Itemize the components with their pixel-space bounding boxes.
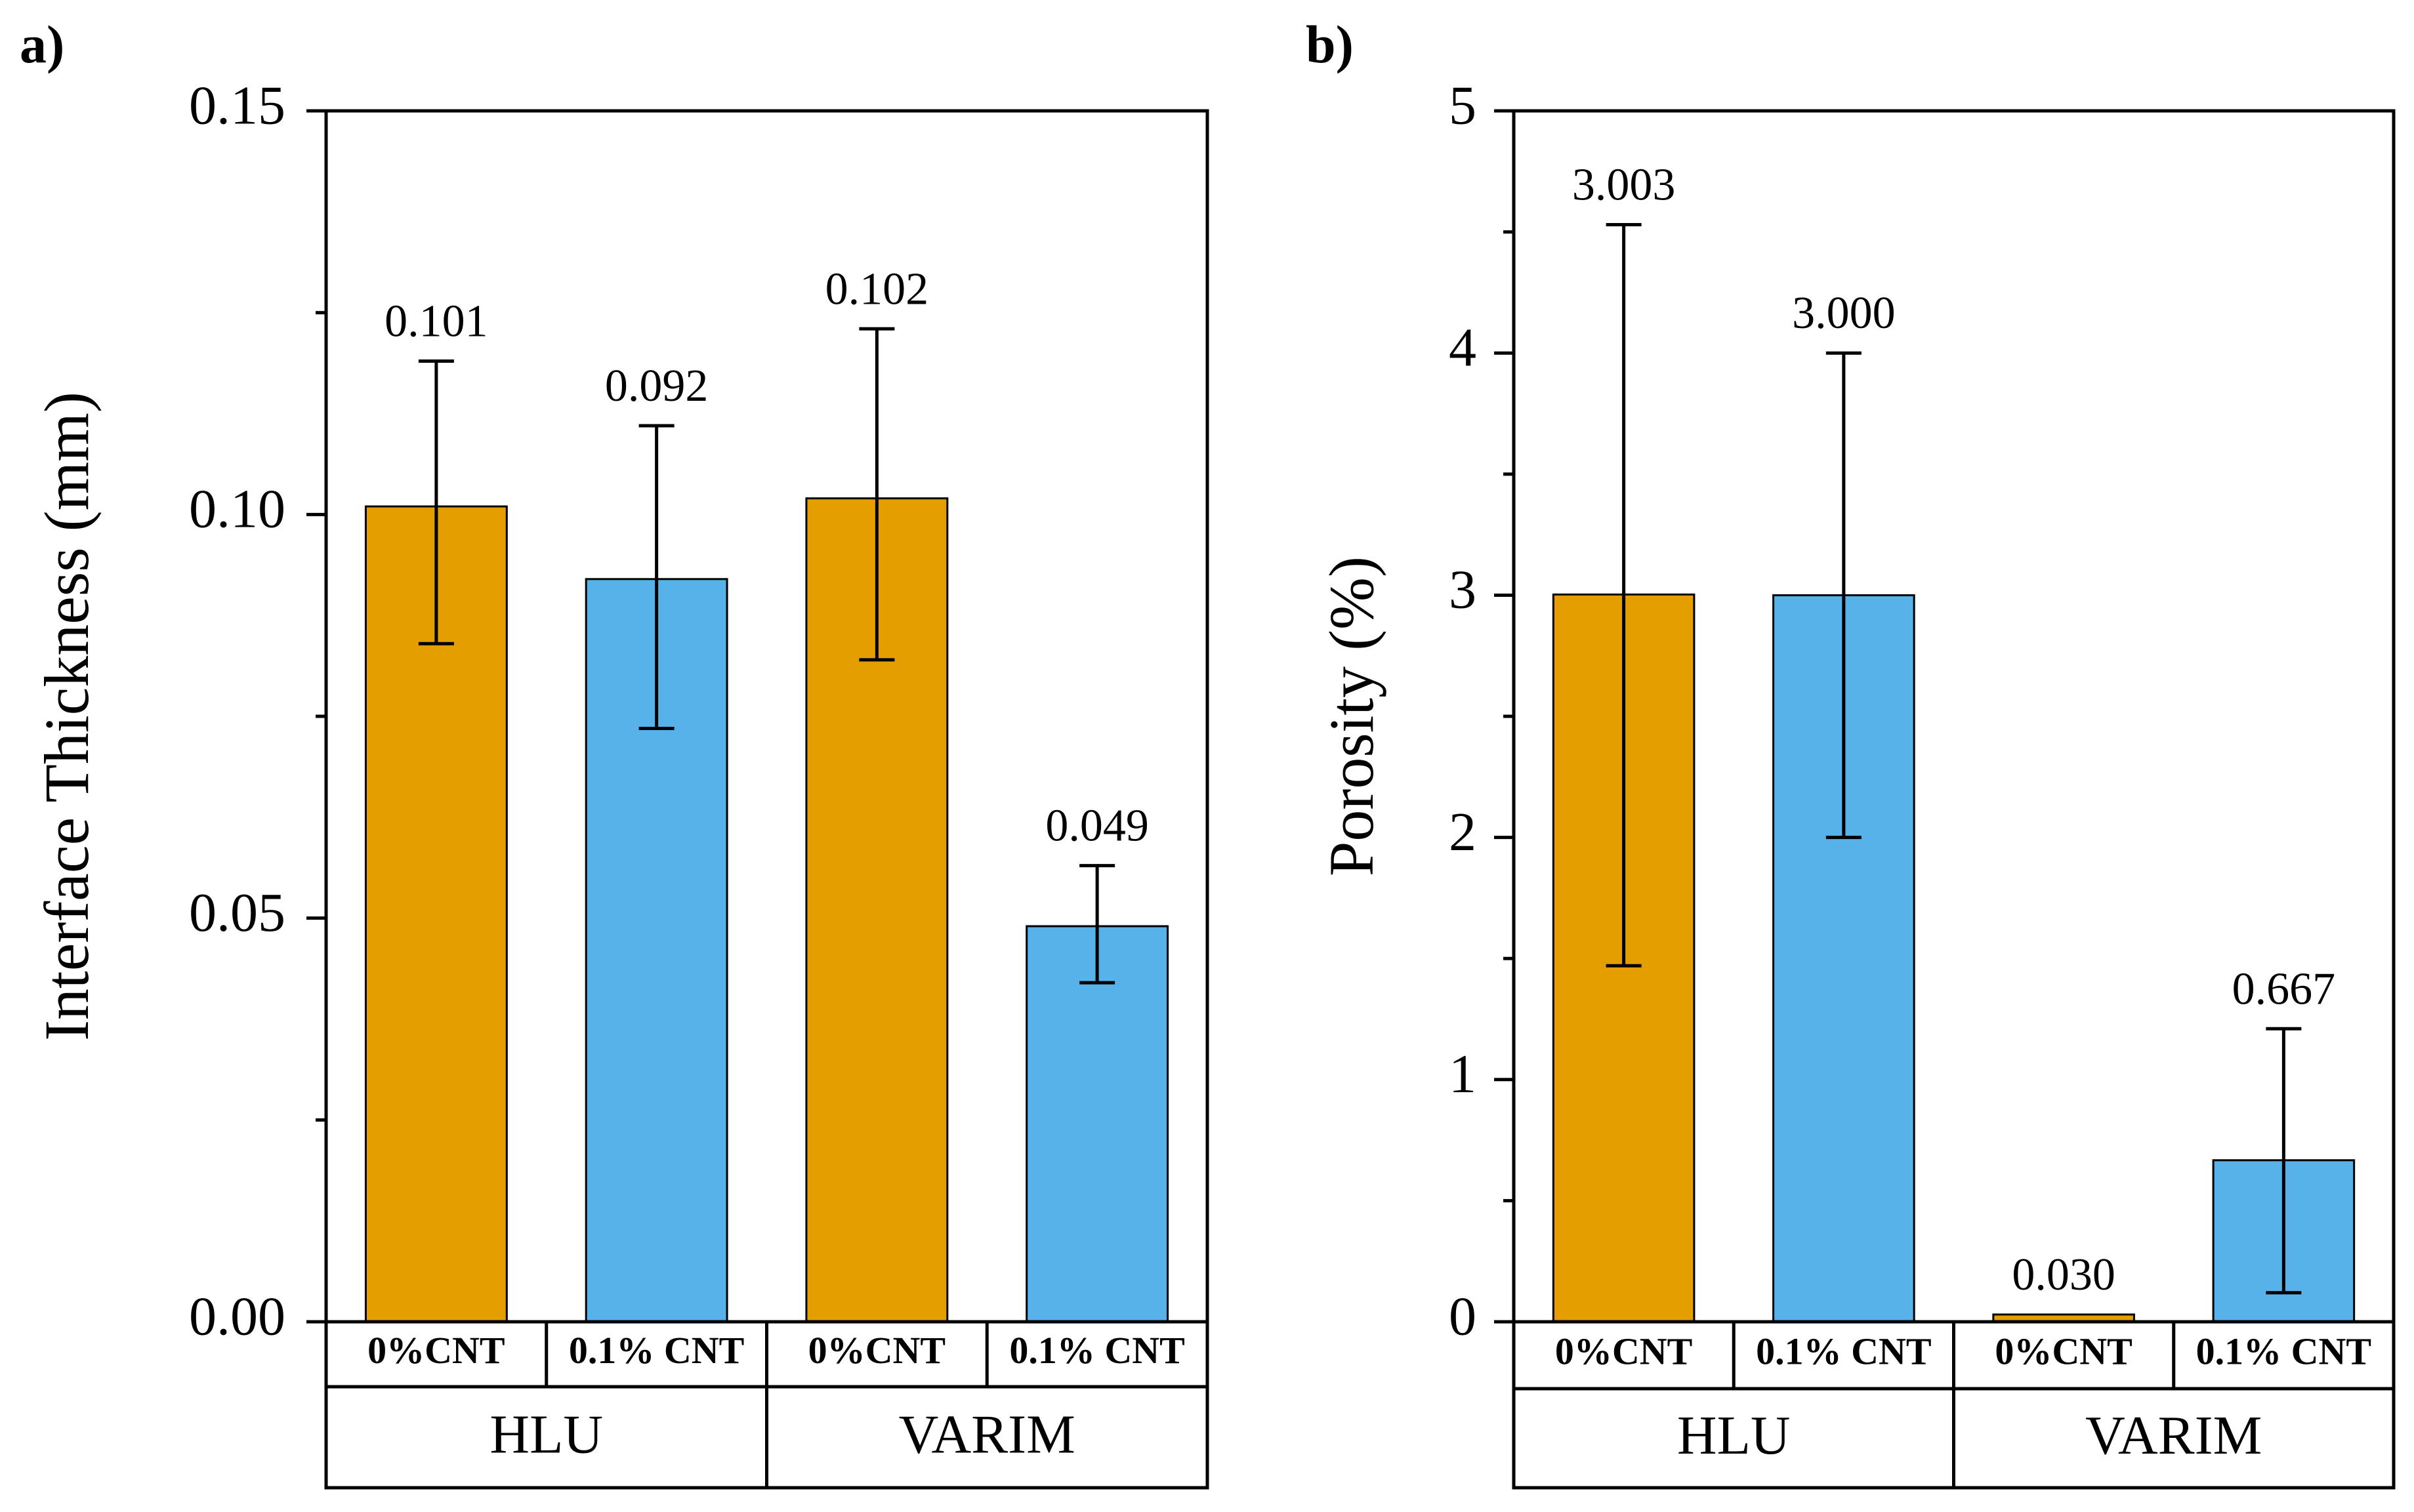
group-label: HLU: [1677, 1405, 1791, 1466]
figure: a)Interface Thickness (mm)0.1010.0920.10…: [0, 0, 2414, 1512]
y-tick-label: 5: [1449, 75, 1476, 136]
y-tick-label: 0.10: [189, 479, 285, 540]
category-label: 0%CNT: [367, 1329, 505, 1372]
panel-label: a): [20, 14, 64, 74]
category-label: 0.1% CNT: [1009, 1329, 1184, 1372]
panel-label: b): [1306, 14, 1354, 74]
y-axis-label: Porosity (%): [1316, 556, 1386, 876]
y-tick-label: 2: [1449, 802, 1476, 863]
data-label: 0.049: [1045, 801, 1149, 851]
group-label: HLU: [489, 1404, 603, 1465]
category-label: 0%CNT: [1995, 1330, 2132, 1372]
data-label: 0.030: [2012, 1250, 2115, 1300]
y-tick-label: 0.00: [189, 1286, 285, 1347]
group-label: VARIM: [899, 1404, 1075, 1465]
data-label: 0.101: [385, 296, 488, 347]
chart-panel-a: a) Interface Thickness (mm) 0.101 0.092 0.10…: [20, 14, 1207, 1488]
category-label: 0.1% CNT: [1756, 1330, 1931, 1372]
y-tick-label: 0: [1449, 1286, 1476, 1347]
chart-panel-b: b) Porosity (%) 3.003 3.000 0.030 0.667 0 1 2 3 4 5…: [1306, 14, 2394, 1488]
category-label: 0%CNT: [1555, 1330, 1692, 1372]
category-label: 0.1% CNT: [569, 1329, 744, 1372]
y-tick-label: 0.15: [189, 75, 285, 136]
y-tick-label: 3: [1449, 560, 1476, 621]
data-label: 3.003: [1572, 160, 1676, 211]
bar-varim-0-1cnt: [1027, 926, 1168, 1322]
data-label: 0.102: [825, 264, 929, 314]
y-tick-label: 1: [1449, 1044, 1476, 1105]
group-label: VARIM: [2085, 1405, 2262, 1466]
data-label: 0.092: [605, 361, 709, 411]
y-axis-label: Interface Thickness (mm): [31, 392, 102, 1041]
data-label: 0.667: [2232, 964, 2336, 1014]
category-label: 0%CNT: [808, 1329, 946, 1372]
y-tick-label: 0.05: [189, 882, 285, 943]
y-tick-label: 4: [1449, 317, 1476, 378]
data-label: 3.000: [1792, 288, 1896, 338]
category-label: 0.1% CNT: [2196, 1330, 2371, 1372]
